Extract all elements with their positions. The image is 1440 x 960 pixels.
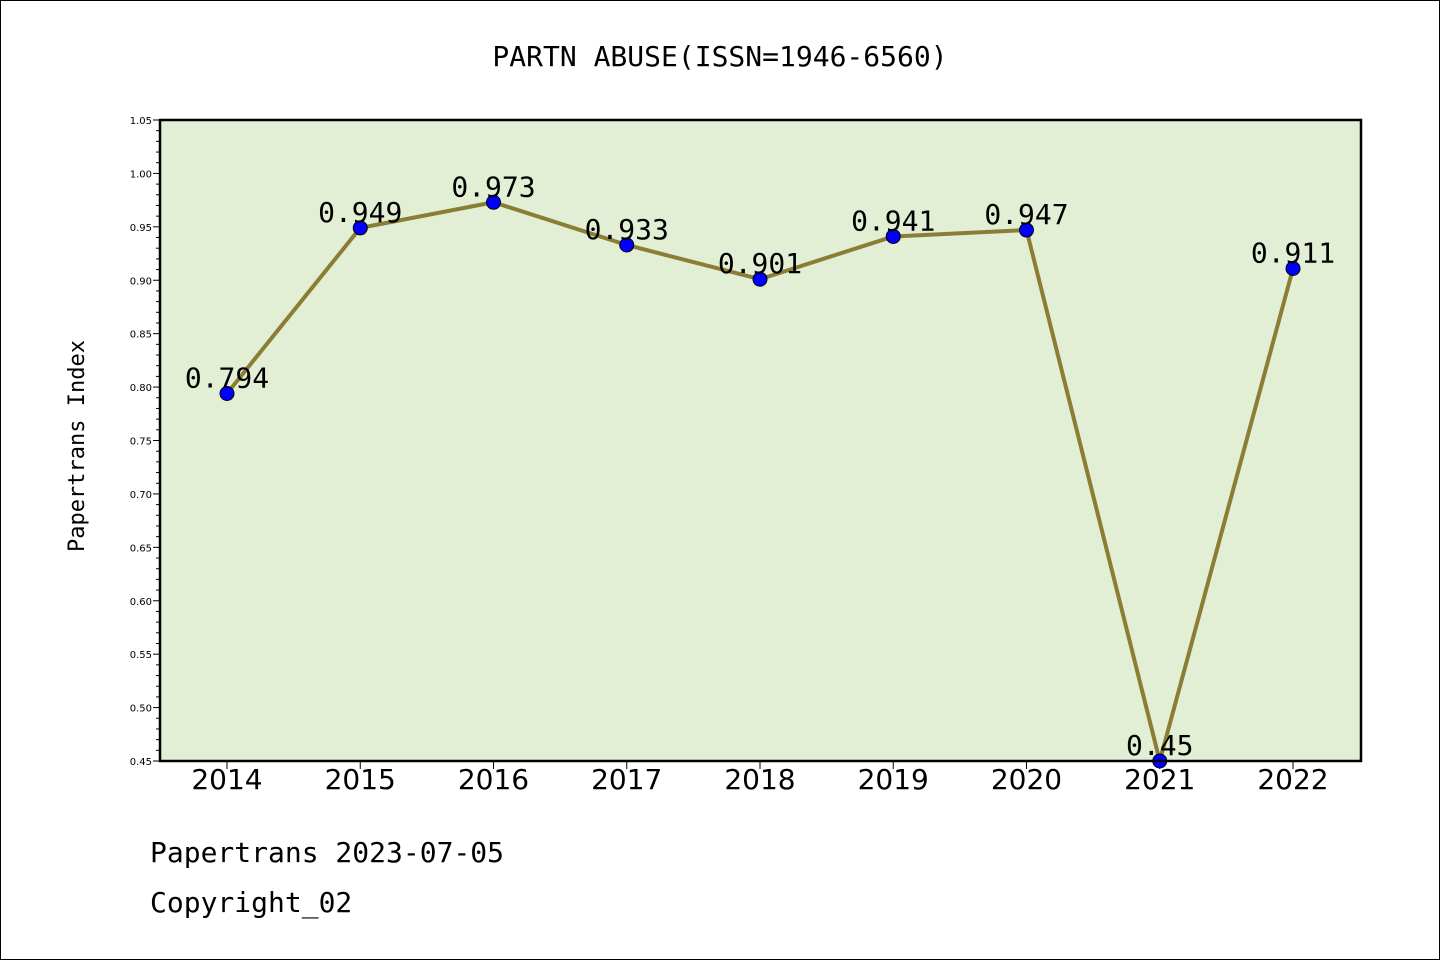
data-point-marker (752, 271, 768, 287)
chart-title: PARTN ABUSE(ISSN=1946-6560) (492, 40, 947, 73)
data-label: 0.901 (718, 247, 802, 280)
y-tick-label: 0.90 (130, 276, 152, 287)
axis-ticks: 0.45 0.50 0.55 0.60 0.65 0.70 0.75 0.80 0.85 0.90… (130, 116, 1329, 796)
x-tick-label: 2020 (991, 763, 1062, 796)
x-tick-label: 2016 (458, 763, 529, 796)
x-tick-label: 2018 (724, 763, 795, 796)
x-tick-label: 2022 (1257, 763, 1328, 796)
footer-date: Papertrans 2023-07-05 (150, 836, 505, 869)
y-tick-label: 0.55 (130, 650, 152, 661)
y-tick-label: 1.00 (130, 169, 152, 180)
data-point-marker (219, 385, 235, 401)
data-label: 0.911 (1251, 236, 1335, 269)
x-tick-label: 2014 (191, 763, 262, 796)
y-tick-label: 0.75 (130, 437, 152, 448)
data-point-marker (486, 194, 501, 210)
y-tick-label: 0.60 (130, 597, 152, 608)
data-label: 0.973 (451, 170, 535, 203)
data-point-marker (352, 220, 368, 236)
y-axis-label: Papertrans Index (65, 340, 90, 552)
data-label: 0.794 (185, 361, 269, 394)
data-point-marker (1285, 260, 1301, 276)
y-tick-label: 0.80 (130, 383, 152, 394)
data-label: 0.941 (851, 204, 935, 237)
y-tick-label: 0.45 (130, 757, 152, 768)
data-label: 0.45 (1126, 729, 1193, 762)
data-label: 0.933 (585, 213, 669, 246)
y-tick-label: 0.70 (130, 490, 152, 501)
y-tick-label: 0.95 (130, 223, 152, 234)
data-point-marker (885, 228, 901, 244)
footer-copyright: Copyright_02 (150, 886, 353, 919)
data-point-marker (1019, 222, 1034, 238)
plot-border (158, 118, 1363, 763)
y-tick-label: 1.05 (130, 116, 152, 127)
y-tick-label: 0.65 (130, 543, 152, 554)
y-tick-label: 0.50 (130, 704, 152, 715)
x-tick-label: 2019 (858, 763, 929, 796)
data-label: 0.949 (318, 196, 402, 229)
y-tick-label: 0.85 (130, 330, 152, 341)
data-label-layer: 0.794 0.949 0.973 0.933 0.901 0.941 0.947 0.45 0… (185, 170, 1335, 762)
x-tick-label: 2015 (325, 763, 396, 796)
data-point-marker (619, 237, 635, 253)
x-tick-label: 2017 (591, 763, 662, 796)
data-label: 0.947 (984, 198, 1068, 231)
